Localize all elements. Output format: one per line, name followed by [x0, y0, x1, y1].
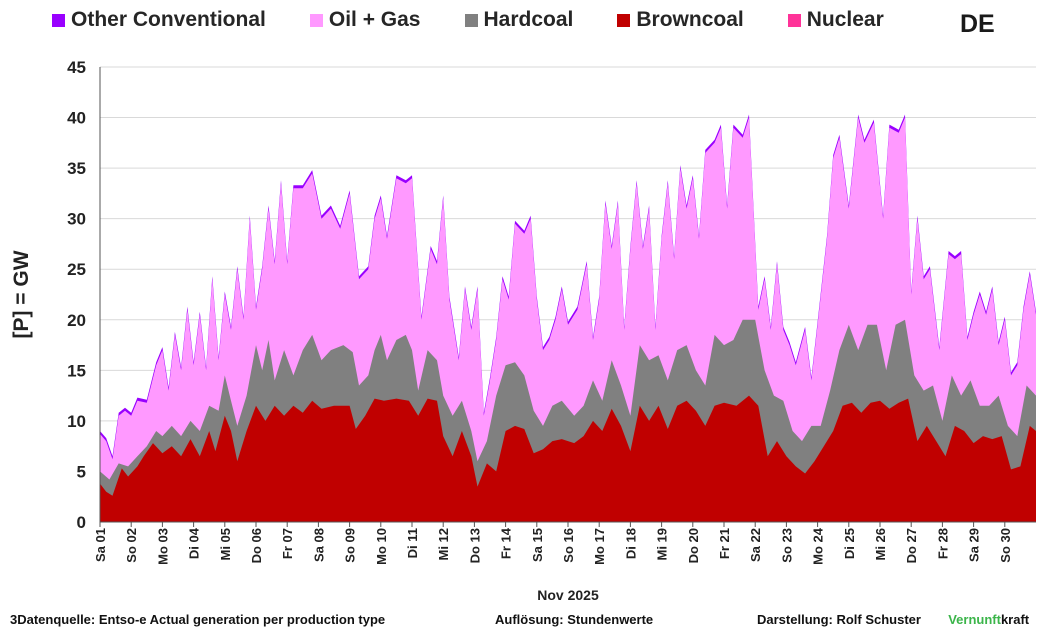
footer-author: Darstellung: Rolf Schuster Vernunftkraft	[757, 612, 1029, 627]
legend-label-oil-gas: Oil + Gas	[328, 8, 421, 31]
legend-item-browncoal: Browncoal	[617, 8, 744, 32]
x-tick-label-12: Mi 12	[436, 528, 451, 561]
x-tick-label-8: Sa 08	[311, 528, 326, 562]
legend-swatch-other-conventional	[52, 13, 65, 27]
x-tick-label-30: So 30	[998, 528, 1013, 563]
country-label: DE	[960, 10, 995, 38]
y-tick-label-15: 15	[67, 361, 86, 380]
legend-swatch-hardcoal	[464, 13, 478, 27]
x-tick-label-5: Mi 05	[218, 528, 233, 561]
legend-label-browncoal: Browncoal	[636, 8, 744, 31]
x-tick-label-29: Sa 29	[967, 528, 982, 562]
footer-brand-green: Vernunft	[948, 612, 1001, 627]
x-tick-label-25: Di 25	[842, 528, 857, 559]
legend-swatch-oil-gas	[309, 13, 323, 27]
footer-source: 3Datenquelle: Entso-e Actual generation …	[10, 612, 386, 627]
y-tick-label-35: 35	[67, 159, 86, 178]
x-tick-label-18: Di 18	[623, 528, 638, 559]
x-tick-label-11: Di 11	[405, 528, 420, 558]
y-tick-label-0: 0	[77, 513, 86, 532]
x-tick-label-6: Do 06	[249, 528, 264, 563]
legend-item-other-conventional: Other Conventional	[52, 8, 266, 32]
x-tick-label-13: Do 13	[467, 528, 482, 563]
y-tick-label-45: 45	[67, 58, 86, 77]
legend-item-nuclear: Nuclear	[787, 8, 884, 32]
x-tick-label-22: Sa 22	[748, 528, 763, 562]
x-tick-label-1: Sa 01	[93, 528, 108, 562]
x-tick-label-10: Mo 10	[374, 528, 389, 565]
x-tick-label-14: Fr 14	[499, 527, 514, 559]
footer-resolution: Auflösung: Stundenwerte	[495, 612, 654, 627]
x-tick-label-7: Fr 07	[280, 528, 295, 559]
x-tick-label-21: Fr 21	[717, 528, 732, 559]
footer-author-text: Darstellung: Rolf Schuster	[757, 612, 921, 627]
legend-label-nuclear: Nuclear	[806, 8, 884, 31]
x-tick-label-2: So 02	[124, 528, 139, 563]
y-tick-label-30: 30	[67, 210, 86, 229]
y-tick-label-25: 25	[67, 260, 86, 279]
x-tick-label-3: Mo 03	[155, 528, 170, 565]
x-tick-label-28: Fr 28	[935, 528, 950, 559]
x-tick-label-24: Mo 24	[811, 527, 826, 565]
x-tick-label-9: So 09	[343, 528, 358, 563]
x-tick-label-15: Sa 15	[530, 528, 545, 562]
x-tick-label-26: Mi 26	[873, 528, 888, 561]
x-axis-label: Nov 2025	[537, 587, 599, 603]
x-tick-label-4: Di 04	[187, 527, 202, 559]
y-axis-label: [P] = GW	[10, 250, 33, 338]
legend-swatch-nuclear	[787, 13, 801, 27]
legend-item-hardcoal: Hardcoal	[464, 8, 574, 32]
x-tick-label-27: Do 27	[904, 528, 919, 563]
stacked-area-chart: 0 5 10 15 20 25 30 35 40 45 Sa 01 So 02 Mo 03 Di 04 Mi…	[10, 58, 1036, 603]
x-tick-label-17: Mo 17	[592, 528, 607, 565]
x-tick-label-16: So 16	[561, 528, 576, 563]
x-tick-label-23: So 23	[779, 528, 794, 563]
x-tick-label-19: Mi 19	[655, 528, 670, 561]
legend-label-other-conventional: Other Conventional	[71, 8, 266, 31]
y-tick-label-10: 10	[67, 412, 86, 431]
y-tick-label-40: 40	[67, 109, 86, 128]
footer-brand-black: kraft	[1000, 612, 1030, 627]
legend-swatch-browncoal	[617, 13, 631, 27]
y-tick-label-20: 20	[67, 311, 86, 330]
legend: Other Conventional Oil + Gas Hardcoal Br…	[52, 8, 928, 32]
x-tick-label-20: Do 20	[686, 528, 701, 563]
legend-label-hardcoal: Hardcoal	[483, 8, 574, 31]
area-browncoal	[100, 395, 1036, 522]
y-tick-label-5: 5	[77, 462, 86, 481]
legend-item-oil-gas: Oil + Gas	[309, 8, 421, 32]
